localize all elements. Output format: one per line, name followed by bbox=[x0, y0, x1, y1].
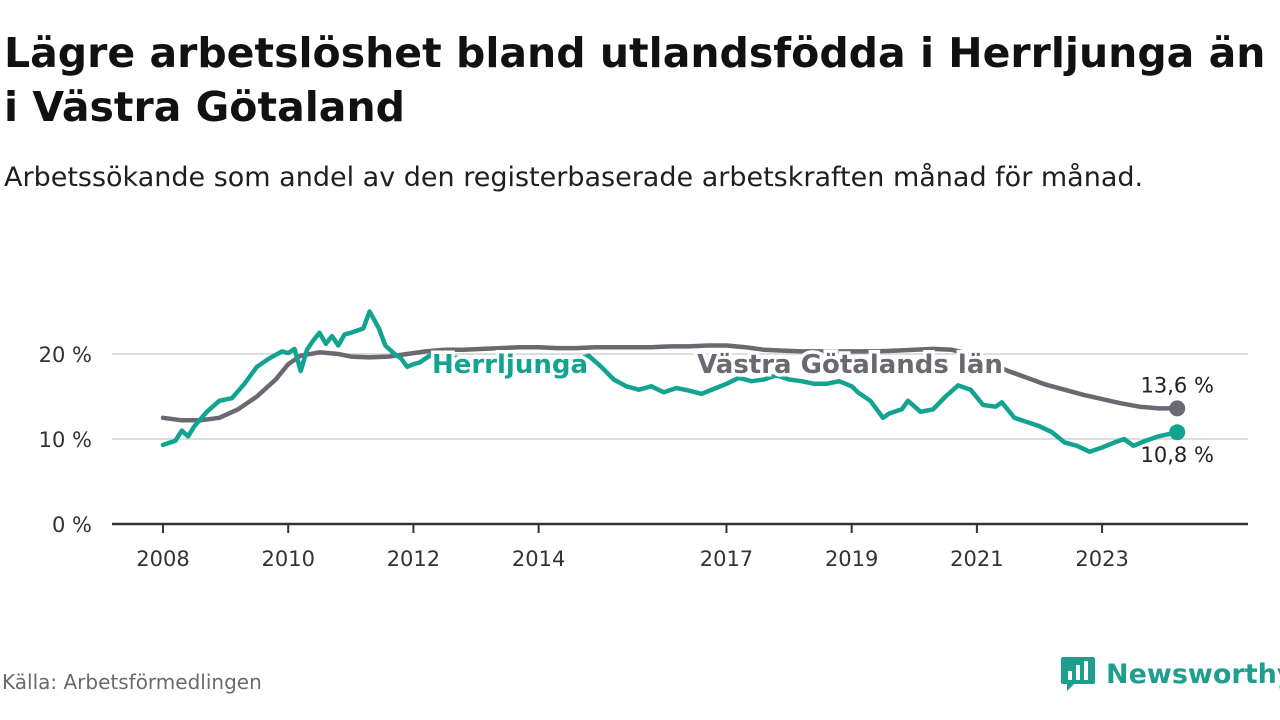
x-tick-label: 2017 bbox=[700, 547, 753, 571]
series-label: Västra Götalands län bbox=[697, 350, 1003, 380]
x-tick-label: 2014 bbox=[512, 547, 565, 571]
brand-name: Newsworthy bbox=[1106, 658, 1280, 690]
x-tick-label: 2019 bbox=[825, 547, 878, 571]
end-marker-vastra bbox=[1169, 400, 1186, 417]
series-label: Herrljunga bbox=[432, 350, 588, 380]
bar-chart-icon bbox=[1061, 657, 1095, 691]
chart-title: Lägre arbetslöshet bland utlandsfödda i … bbox=[4, 29, 1266, 131]
y-tick-label: 10 % bbox=[39, 428, 92, 452]
x-tick-label: 2008 bbox=[136, 547, 189, 571]
x-tick-label: 2012 bbox=[387, 547, 440, 571]
x-tick-label: 2010 bbox=[261, 547, 314, 571]
x-tick-label: 2023 bbox=[1075, 547, 1128, 571]
end-marker-herrljunga bbox=[1169, 424, 1186, 441]
x-tick-label: 2021 bbox=[950, 547, 1003, 571]
source-note: Källa: Arbetsförmedlingen bbox=[2, 670, 262, 694]
newsworthy-logo: Newsworthy bbox=[1060, 655, 1280, 693]
end-value-label: 13,6 % bbox=[1141, 373, 1214, 397]
series-line-herrljunga bbox=[160, 309, 1180, 455]
y-tick-label: 0 % bbox=[52, 513, 92, 537]
chart-subtitle: Arbetssökande som andel av den registerb… bbox=[4, 162, 1144, 193]
y-tick-label: 20 % bbox=[39, 343, 92, 367]
end-value-label: 10,8 % bbox=[1141, 443, 1214, 467]
series-line-vastra bbox=[160, 343, 1180, 423]
